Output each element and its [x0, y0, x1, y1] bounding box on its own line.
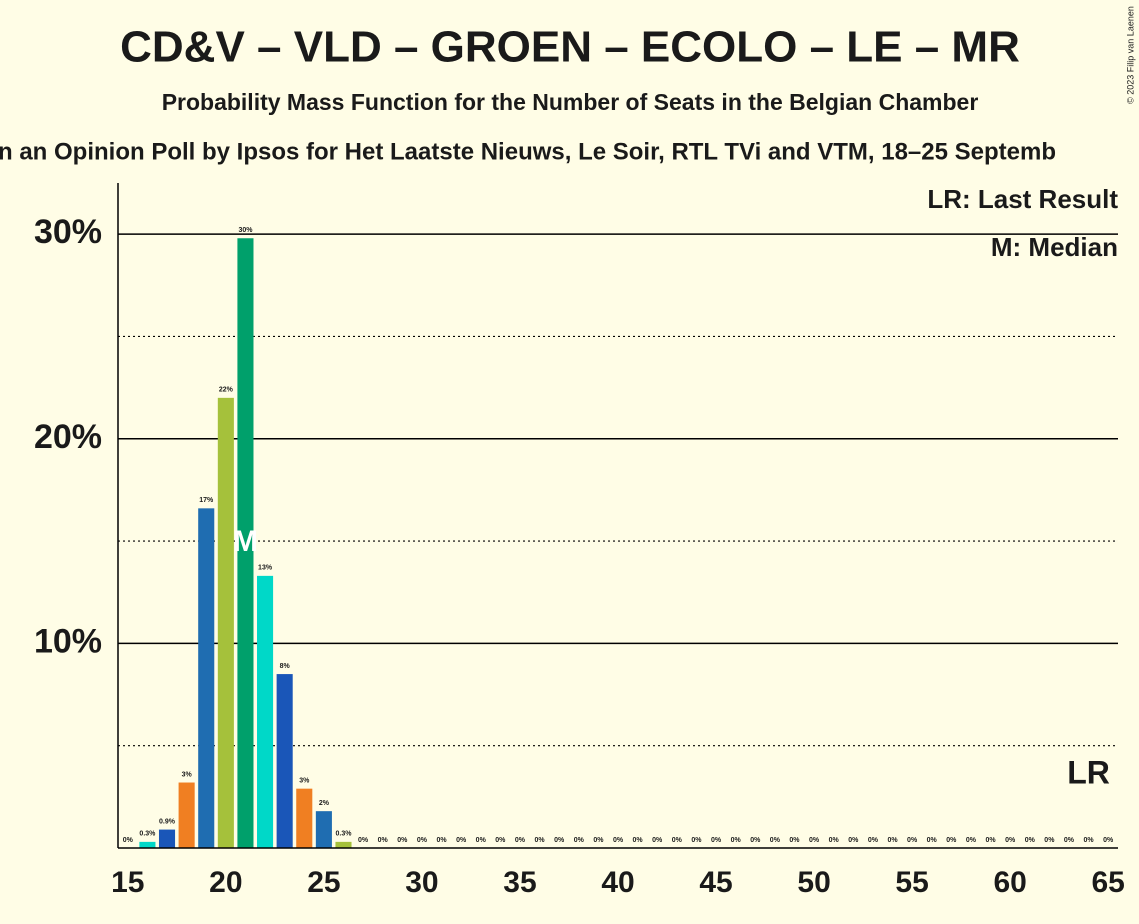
value-label: 0% — [358, 837, 369, 844]
value-label: 0% — [378, 837, 389, 844]
value-label: 30% — [238, 227, 253, 234]
y-tick-label: 10% — [34, 622, 102, 660]
value-label: 0% — [123, 837, 134, 844]
value-label: 0% — [946, 837, 957, 844]
value-label: 2% — [319, 800, 330, 807]
value-label: 0.9% — [159, 818, 176, 825]
value-label: 0% — [966, 837, 977, 844]
value-label: 0% — [417, 837, 428, 844]
value-label: 0% — [476, 837, 487, 844]
x-tick-label: 65 — [1092, 866, 1125, 899]
value-label: 0% — [770, 837, 781, 844]
value-label: 22% — [219, 387, 234, 394]
bar — [276, 674, 293, 848]
value-label: 0% — [1044, 837, 1055, 844]
value-label: 0% — [848, 837, 859, 844]
bar — [315, 811, 332, 848]
value-label: 0% — [652, 837, 663, 844]
last-result-marker: LR — [1067, 754, 1110, 790]
bar — [296, 788, 313, 848]
value-label: 3% — [182, 771, 193, 778]
value-label: 0% — [711, 837, 722, 844]
value-label: 0% — [456, 837, 467, 844]
value-label: 0% — [789, 837, 800, 844]
value-label: 0% — [731, 837, 742, 844]
value-label: 0% — [574, 837, 585, 844]
value-label: 0% — [868, 837, 879, 844]
value-label: 0% — [985, 837, 996, 844]
value-label: 13% — [258, 565, 273, 572]
chart-title: CD&V – VLD – GROEN – ECOLO – LE – MR — [120, 23, 1020, 72]
value-label: 3% — [299, 778, 310, 785]
value-label: 0.3% — [139, 831, 156, 838]
value-label: 0% — [397, 837, 408, 844]
value-label: 0% — [554, 837, 565, 844]
bar — [257, 575, 274, 848]
bar — [217, 397, 234, 848]
value-label: 0% — [1084, 837, 1095, 844]
value-label: 8% — [280, 663, 291, 670]
value-label: 0% — [535, 837, 546, 844]
chart-subtitle: Probability Mass Function for the Number… — [162, 89, 979, 115]
value-label: 0% — [1064, 837, 1075, 844]
x-tick-label: 50 — [797, 866, 830, 899]
x-tick-label: 20 — [209, 866, 242, 899]
value-label: 0% — [691, 837, 702, 844]
bar — [178, 782, 195, 848]
value-label: 0% — [515, 837, 526, 844]
copyright: © 2023 Filip van Laenen — [1125, 6, 1135, 104]
bar — [158, 829, 176, 848]
x-tick-label: 45 — [699, 866, 732, 899]
value-label: 0% — [1025, 837, 1036, 844]
x-tick-label: 35 — [503, 866, 536, 899]
x-tick-label: 40 — [601, 866, 634, 899]
bar — [237, 238, 254, 848]
value-label: 0% — [750, 837, 761, 844]
value-label: 0% — [1103, 837, 1114, 844]
value-label: 0% — [907, 837, 918, 844]
y-tick-label: 30% — [34, 213, 102, 251]
value-label: 0% — [436, 837, 447, 844]
x-tick-label: 55 — [895, 866, 928, 899]
value-label: 0% — [1005, 837, 1016, 844]
bar — [198, 508, 215, 848]
y-tick-label: 20% — [34, 418, 102, 456]
value-label: 17% — [199, 497, 214, 504]
legend-entry: LR: Last Result — [927, 184, 1118, 214]
median-marker: M — [233, 525, 258, 558]
value-label: 0% — [593, 837, 604, 844]
x-tick-label: 25 — [307, 866, 340, 899]
value-label: 0% — [495, 837, 506, 844]
legend-entry: M: Median — [991, 232, 1118, 262]
x-tick-label: 60 — [993, 866, 1026, 899]
value-label: 0% — [887, 837, 898, 844]
value-label: 0% — [613, 837, 624, 844]
value-label: 0% — [672, 837, 683, 844]
bar — [139, 841, 156, 848]
x-tick-label: 30 — [405, 866, 438, 899]
bar — [335, 841, 352, 848]
value-label: 0% — [927, 837, 938, 844]
x-tick-label: 15 — [111, 866, 144, 899]
value-label: 0.3% — [336, 831, 353, 838]
value-label: 0% — [633, 837, 644, 844]
source-line: n an Opinion Poll by Ipsos for Het Laats… — [0, 138, 1056, 165]
value-label: 0% — [809, 837, 820, 844]
value-label: 0% — [829, 837, 840, 844]
